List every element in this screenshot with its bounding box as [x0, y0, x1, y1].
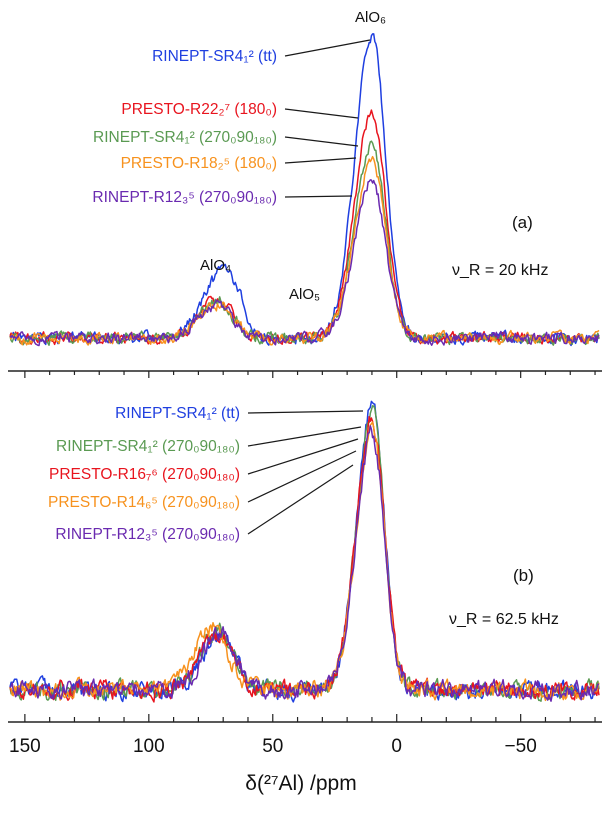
legend-label: RINEPT-SR4₁² (270₀90₁₈₀)	[93, 129, 277, 146]
leader-line	[284, 136, 359, 147]
peak-label: AlO₄	[200, 257, 231, 274]
legend-label: RINEPT-R12₃⁵ (270₀90₁₈₀)	[92, 189, 277, 206]
panel-a: RINEPT-SR4₁² (tt) PRESTO-R22₂⁷ (180₀) RINE…	[9, 9, 600, 347]
leader-line	[247, 426, 362, 447]
x-tick-label: 100	[133, 736, 165, 757]
x-axis-title: δ(²⁷Al) /ppm	[245, 772, 356, 795]
peak-label: AlO₆	[355, 9, 386, 26]
leader-line	[247, 450, 357, 503]
legend-label: PRESTO-R22₂⁷ (180₀)	[121, 101, 277, 118]
mas-rate-label: ν_R = 62.5 kHz	[449, 611, 559, 628]
x-tick-label: 150	[9, 736, 41, 757]
legend-label: PRESTO-R18₂⁵ (180₀)	[121, 155, 277, 172]
legend-label: PRESTO-R16₇⁶ (270₀90₁₈₀)	[49, 466, 240, 483]
x-tick-label: 0	[391, 736, 402, 757]
spectrum-line	[9, 155, 600, 346]
x-tick-label: 50	[262, 736, 283, 757]
panel-b: RINEPT-SR4₁² (tt) RINEPT-SR4₁² (270₀90₁₈₀…	[9, 400, 600, 703]
spectrum-line	[9, 425, 600, 702]
leader-line	[284, 195, 353, 198]
peak-label: AlO₅	[289, 286, 320, 303]
x-tick-label: −50	[505, 736, 537, 757]
legend-label: RINEPT-R12₃⁵ (270₀90₁₈₀)	[55, 526, 240, 543]
leader-line	[247, 410, 364, 414]
leader-line	[284, 157, 357, 164]
legend-label: PRESTO-R14₆⁵ (270₀90₁₈₀)	[48, 494, 240, 511]
leader-line	[284, 39, 371, 57]
legend-label: RINEPT-SR4₁² (270₀90₁₈₀)	[56, 438, 240, 455]
leader-line	[247, 464, 354, 535]
spectrum-line	[9, 416, 600, 703]
legend-label: RINEPT-SR4₁² (tt)	[152, 48, 277, 65]
spectrum-line	[9, 421, 600, 702]
legend-label: RINEPT-SR4₁² (tt)	[115, 405, 240, 422]
mas-rate-label: ν_R = 20 kHz	[452, 262, 548, 279]
panel-label: (b)	[513, 566, 534, 585]
spectrum-line	[9, 179, 600, 347]
panel-label: (a)	[512, 213, 533, 232]
spectrum-line	[9, 140, 600, 346]
leader-line	[284, 108, 359, 119]
leader-line	[247, 438, 359, 475]
